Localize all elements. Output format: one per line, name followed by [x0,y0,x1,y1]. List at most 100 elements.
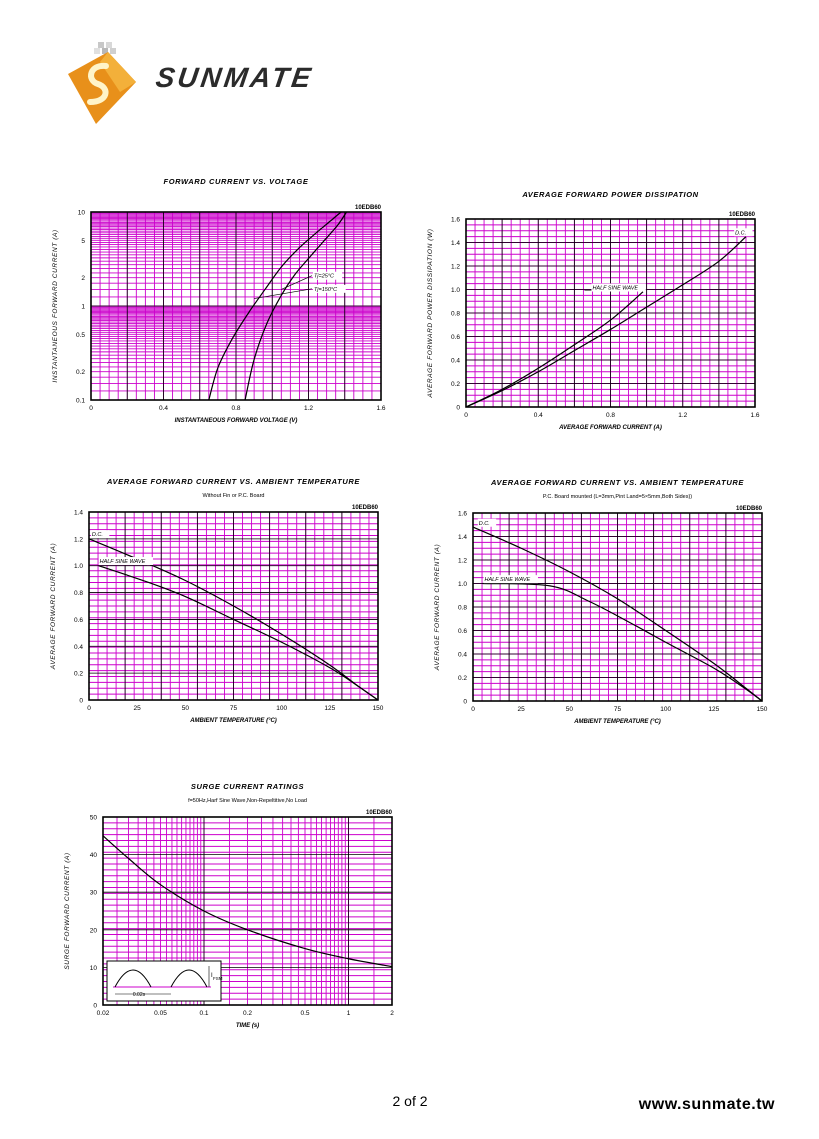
y-tick-label: 1.4 [451,240,460,247]
x-tick-label: 0 [87,705,91,712]
annotation-bg [90,530,110,539]
website-url: www.sunmate.tw [638,1096,775,1113]
y-tick-label: 0.8 [74,590,83,597]
x-tick-label: 0.4 [534,412,543,419]
y-tick-label: 0.1 [76,398,85,405]
y-tick-label: 0.2 [451,381,460,388]
y-tick-label: 2 [81,275,85,282]
x-tick-label: 0 [471,706,475,713]
chart-title: AVERAGE FORWARD CURRENT VS. AMBIENT TEMP… [106,477,360,486]
annotation-leader [281,275,313,290]
y-tick-label: 10 [90,965,98,972]
y-tick-label: 0.8 [458,605,467,612]
y-tick-label: 0.2 [74,671,83,678]
annotation-label: HALF SINE WAVE [592,286,638,292]
y-tick-label: 1.2 [458,558,467,565]
page-number: 2 of 2 [392,1093,428,1109]
annotation-bg [312,271,343,280]
annotation-label: D.C. [479,521,490,527]
y-tick-label: 0.2 [458,675,467,682]
series-line-2 [208,211,342,401]
series-line-2 [465,291,644,408]
y-tick-label: 0.6 [74,617,83,624]
inset-ifsm-i: I [211,973,213,979]
y-tick-label: 0.4 [458,652,467,659]
x-tick-label: 50 [182,705,190,712]
annotation-bg [477,518,497,527]
x-tick-label: 0 [464,412,468,419]
annotation-label: Tj=25°C [314,274,334,280]
annotation-bg [312,284,346,293]
series-line-1 [472,526,763,702]
y-tick-label: 0 [456,405,460,412]
y-tick-label: 1.4 [458,534,467,541]
y-tick-label: 0.4 [74,644,83,651]
x-axis-label: AMBIENT TEMPERATURE (°C) [189,718,277,724]
x-tick-label: 1.6 [750,412,759,419]
x-tick-label: 0.8 [606,412,615,419]
part-number: 10EDB60 [352,505,379,511]
plot-frame [465,218,756,408]
y-tick-label: 50 [90,815,98,822]
series-line-1 [244,211,348,401]
x-tick-label: 1.2 [304,405,313,412]
x-axis-label: AMBIENT TEMPERATURE (°C) [573,719,661,725]
chart-power-dissipation: 0 0.4 0.8 1.2 1.6 0 0.2 0.4 0.6 0.8 1.0 1.2 1.4 1.6 AV… [427,190,760,431]
chart-title: SURGE CURRENT RATINGS [191,782,304,791]
y-tick-label: 0 [79,698,83,705]
part-number: 10EDB60 [366,810,393,816]
y-tick-label: 0 [463,699,467,706]
annotation-label: HALF SINE WAVE [100,559,146,565]
x-tick-label: 1 [347,1010,351,1017]
chart-title: AVERAGE FORWARD POWER DISSIPATION [521,190,698,199]
series-line-2 [482,582,763,702]
y-tick-label: 1.4 [74,510,83,517]
plot-frame [472,512,763,702]
part-number: 10EDB60 [729,212,756,218]
chart-subtitle: Without Fin or P.C. Board [203,493,265,499]
chart-derating-pcb: 0 25 50 75 100 125 150 0 0.2 0.4 0.6 0.8 1.0 1.2 1.4 1.… [434,478,768,725]
x-axis-label: INSTANTANEOUS FORWARD VOLTAGE (V) [175,418,298,424]
plot-frame [102,816,393,1006]
series-line-1 [465,236,747,408]
y-tick-label: 1.6 [458,511,467,518]
part-number: 10EDB60 [355,205,382,211]
y-tick-label: 0 [93,1003,97,1010]
x-tick-label: 0.8 [231,405,240,412]
annotation-bg [98,557,153,566]
x-tick-label: 100 [660,706,671,713]
inset-period-label: 0.02s [133,992,146,998]
inset-pulse-1 [114,969,152,988]
y-tick-label: 0.8 [451,311,460,318]
y-axis-label: AVERAGE FORWARD POWER DISSIPATION (W) [427,228,434,398]
chart-derating-no-fin: 0 25 50 75 100 125 150 0 0.2 0.4 0.6 0.8 1.0 1.2 1.4 AV… [50,477,384,724]
y-tick-label: 1 [81,304,85,311]
chart-title: FORWARD CURRENT VS. VOLTAGE [164,177,309,186]
annotation-label: Tj=150°C [314,287,337,293]
x-tick-label: 0.05 [154,1010,167,1017]
x-tick-label: 0 [89,405,93,412]
y-tick-label: 0.5 [76,332,85,339]
x-tick-label: 2 [390,1010,394,1017]
y-tick-label: 0.6 [458,628,467,635]
plot-frame [90,211,382,401]
inset-box [106,960,222,1002]
annotation-bg [591,283,646,292]
y-tick-label: 0.4 [451,358,460,365]
annotation-bg [483,575,538,584]
x-tick-label: 0.5 [300,1010,309,1017]
part-number: 10EDB60 [736,506,763,512]
y-axis-label: SURGE FORWARD CURRENT (A) [64,852,71,969]
x-tick-label: 25 [518,706,526,713]
sunmate-logo-icon [68,42,136,124]
y-axis-label: AVERAGE FORWARD CURRENT (A) [50,543,57,670]
y-tick-label: 20 [90,927,98,934]
y-tick-label: 0.2 [76,369,85,376]
y-tick-label: 40 [90,852,98,859]
y-tick-label: 5 [81,238,85,245]
series-line-1 [102,835,393,968]
x-tick-label: 1.6 [376,405,385,412]
x-tick-label: 0.4 [159,405,168,412]
y-tick-label: 0.6 [451,334,460,341]
